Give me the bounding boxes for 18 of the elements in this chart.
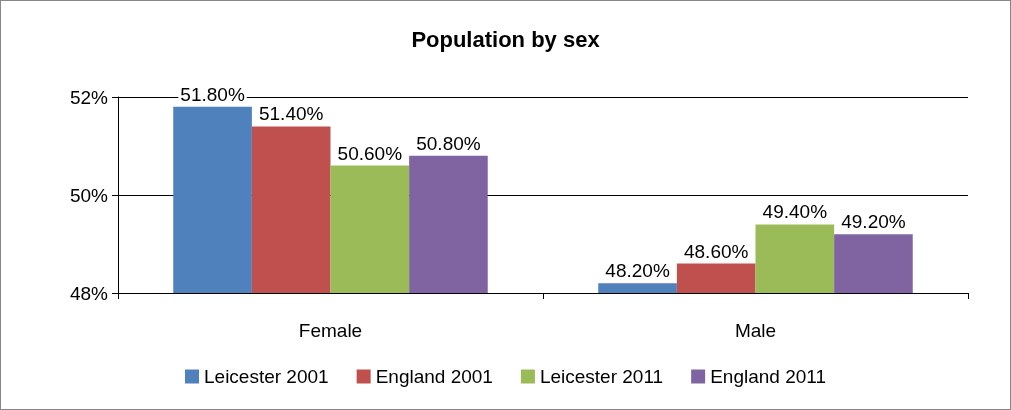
chart-title: Population by sex [411,26,601,52]
x-tick-label: Female [298,320,363,341]
x-tick-label: Male [734,320,777,341]
y-tick-label: 48% [69,282,109,304]
legend-label: England 2011 [710,366,827,387]
legend-label: Leicester 2011 [539,366,664,387]
data-label: 49.20% [841,211,906,233]
data-label: 48.20% [605,260,670,282]
data-label: 50.80% [416,132,481,154]
data-label: 51.80% [180,83,245,105]
data-label: 48.60% [683,240,749,262]
legend-label: Leicester 2001 [203,366,329,387]
data-label: 49.40% [762,201,828,223]
y-tick-label: 50% [69,184,109,206]
data-label: 50.60% [337,142,403,164]
legend-label: England 2001 [375,366,493,387]
data-label: 51.40% [258,103,324,125]
y-tick-label: 52% [69,86,109,108]
